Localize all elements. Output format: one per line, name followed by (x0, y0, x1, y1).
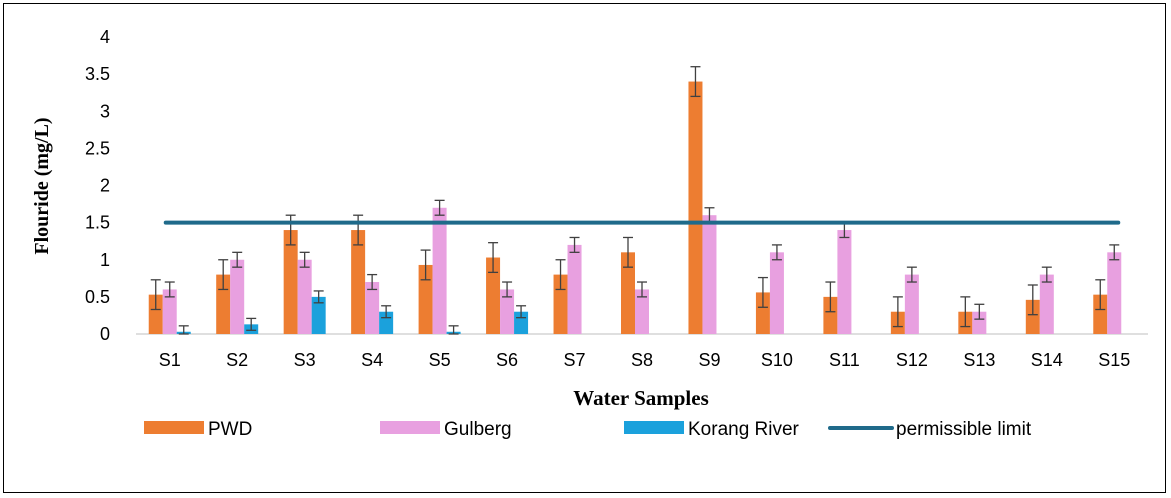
bar-korang-river (311, 296, 326, 334)
legend-gulberg-label: Gulberg (444, 419, 512, 440)
bar-gulberg (297, 259, 312, 334)
bar-gulberg (230, 259, 245, 334)
y-tick-label: 0.5 (85, 287, 110, 307)
x-tick-label: S8 (631, 350, 653, 370)
bar-gulberg (972, 311, 987, 334)
x-tick-label: S4 (361, 350, 383, 370)
bar-gulberg (567, 244, 582, 334)
bar-gulberg (837, 230, 852, 334)
x-tick-label: S9 (698, 350, 720, 370)
y-tick-label: 1.5 (85, 213, 110, 233)
x-tick-label: S3 (294, 350, 316, 370)
legend-gulberg-swatch (380, 421, 440, 434)
legend-pwd-swatch (144, 421, 204, 434)
bar-pwd (148, 294, 163, 334)
bar-pwd (1025, 299, 1040, 334)
chart-frame: 0 0.5 1 1.5 2 2.5 3 3.5 4 S1 S2 S3 S4 S5 S6 S7 S8 S9 S10 S1… (3, 3, 1166, 493)
x-tick-label: S13 (963, 350, 995, 370)
x-tick-label: S5 (429, 350, 451, 370)
bar-pwd (1093, 294, 1108, 334)
bar-gulberg (432, 207, 447, 334)
x-tick-label: S1 (159, 350, 181, 370)
bar-chart: 0 0.5 1 1.5 2 2.5 3 3.5 4 S1 S2 S3 S4 S5 S6 S7 S8 S9 S10 S1… (31, 27, 1148, 440)
bar-gulberg (1039, 274, 1054, 334)
y-tick-label: 1 (100, 250, 110, 270)
y-tick-label: 3 (100, 101, 110, 121)
bar-pwd (486, 257, 501, 334)
bar-pwd (418, 264, 433, 334)
legend-pwd-label: PWD (208, 419, 252, 440)
bar-pwd (283, 230, 298, 334)
bar-gulberg (904, 274, 919, 334)
x-tick-label: S2 (226, 350, 248, 370)
bar-gulberg (702, 215, 717, 334)
bar-gulberg (635, 289, 649, 334)
x-tick-label: S14 (1031, 350, 1063, 370)
legend: PWD Gulberg Korang River permissible limit (144, 419, 1032, 440)
x-tick-label: S12 (896, 350, 928, 370)
x-tick-label: S11 (829, 350, 860, 370)
x-tick-label: S7 (564, 350, 586, 370)
bar-pwd (688, 81, 703, 334)
y-tick-label: 0 (100, 324, 110, 344)
x-tick-label: S15 (1098, 350, 1130, 370)
bar-gulberg (365, 282, 380, 334)
y-axis-label: Flouride (mg/L) (31, 117, 53, 254)
legend-korang-river-label: Korang River (688, 419, 800, 440)
x-tick-label: S10 (761, 350, 793, 370)
legend-korang-river-swatch (624, 421, 684, 434)
y-tick-label: 2 (100, 176, 110, 196)
x-tick-label: S6 (496, 350, 518, 370)
bar-pwd (823, 296, 838, 334)
y-tick-label: 4 (100, 27, 110, 47)
bar-gulberg (162, 289, 177, 334)
y-tick-label: 3.5 (85, 64, 110, 84)
y-tick-label: 2.5 (85, 138, 110, 158)
bar-pwd (621, 252, 635, 334)
bar-pwd (755, 292, 770, 334)
legend-permissible-limit-label: permissible limit (896, 419, 1032, 440)
x-axis-label: Water Samples (573, 386, 709, 410)
bar-gulberg (769, 252, 784, 334)
bar-gulberg (1107, 252, 1122, 334)
bar-pwd (351, 230, 366, 334)
bar-gulberg (500, 289, 515, 334)
